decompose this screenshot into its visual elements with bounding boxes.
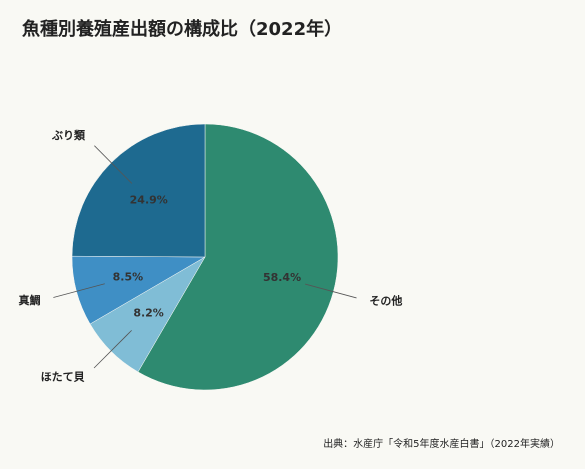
slice-label: 真鯛 [19,293,41,307]
slice-label: ほたて貝 [41,370,85,383]
chart-title: 魚種別養殖産出額の構成比（2022年） [22,18,342,40]
slice-label: ぶり類 [51,128,86,142]
leader-line [305,283,357,299]
leader-line [53,283,105,298]
data-label: 58.4% [263,271,301,284]
data-label: 8.5% [113,271,144,284]
data-label: 24.9% [130,193,168,206]
leader-line [93,330,132,369]
data-label: 8.2% [133,306,164,319]
slice-label: その他 [369,293,402,307]
leader-line [94,145,133,184]
source-note: 出典：水産庁「令和5年度水産白書」（2022年実績） [323,437,560,450]
